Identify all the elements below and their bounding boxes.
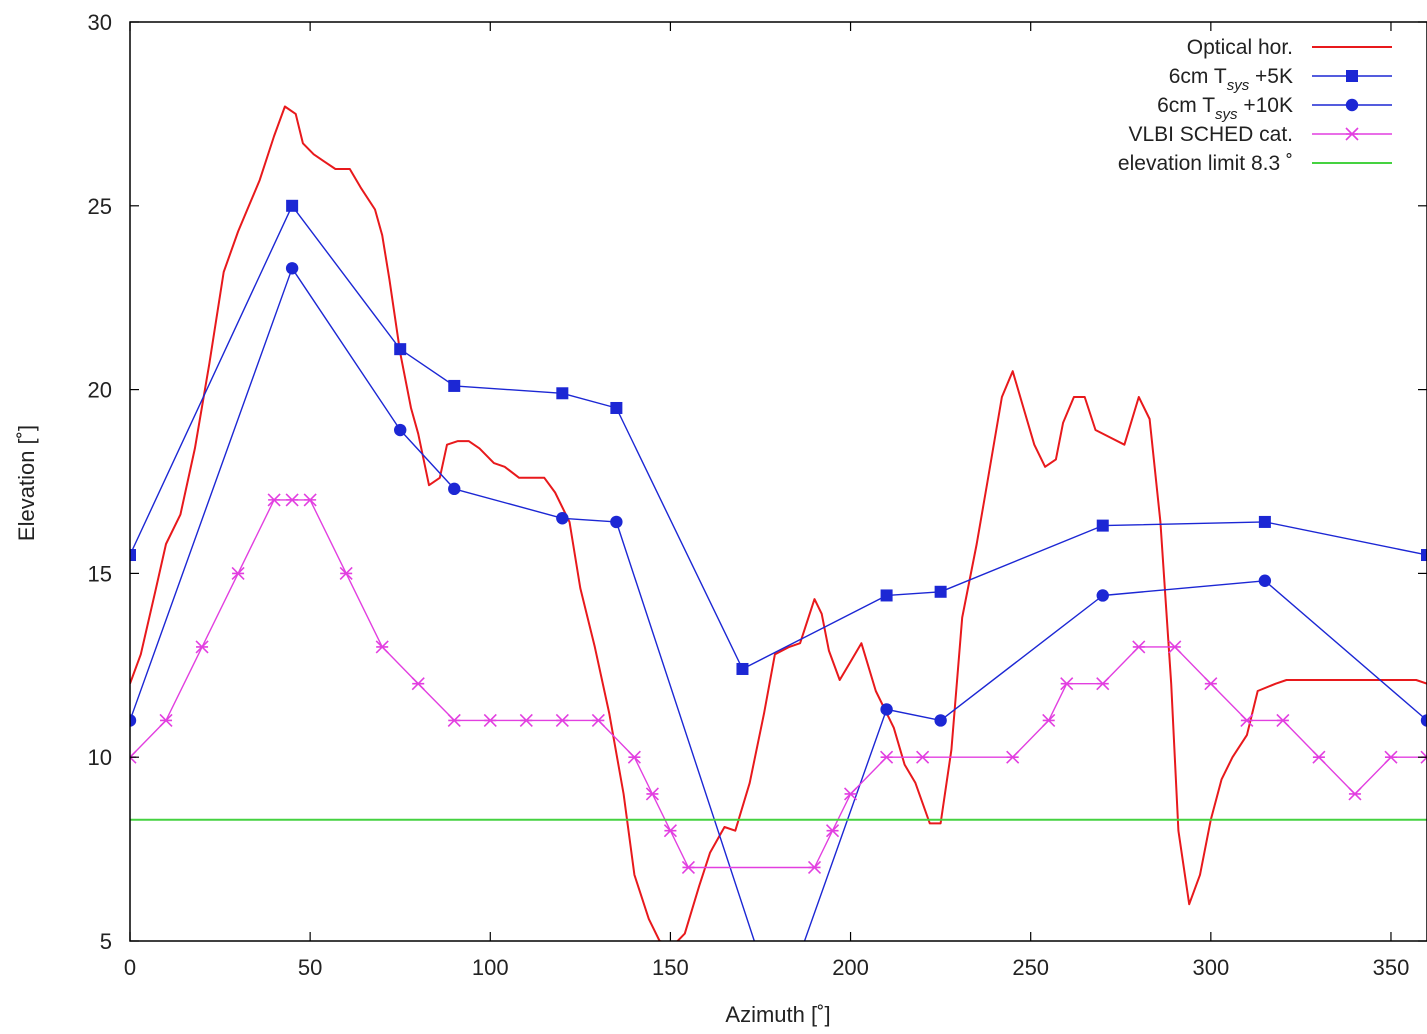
series-tsys10 <box>130 262 1427 941</box>
data-point-vlbi <box>627 750 641 764</box>
data-point-vlbi <box>1204 677 1218 691</box>
y-tick-label: 20 <box>88 378 112 403</box>
series-line-vlbi <box>130 499 1427 869</box>
data-point-tsys5 <box>736 662 749 675</box>
legend-label-tsys5: 6cm Tsys +5K <box>1169 65 1293 94</box>
series-line-optical <box>130 105 1427 941</box>
data-point-tsys5 <box>448 379 461 392</box>
data-point-vlbi <box>447 713 461 728</box>
data-point-tsys10 <box>1420 714 1427 727</box>
x-tick-label: 150 <box>652 955 689 980</box>
x-tick-label: 0 <box>124 955 136 980</box>
data-point-tsys5 <box>556 387 569 400</box>
data-point-tsys10 <box>556 512 569 525</box>
data-point-tsys5 <box>1421 549 1427 562</box>
data-point-vlbi <box>519 713 533 728</box>
legend-label-elev: elevation limit 8.3 ˚ <box>1118 152 1293 175</box>
data-point-vlbi <box>159 713 173 728</box>
data-point-vlbi <box>1312 750 1326 764</box>
data-point-vlbi <box>880 750 894 764</box>
x-tick-label: 250 <box>1012 955 1049 980</box>
data-point-tsys10 <box>1096 589 1109 602</box>
data-point-tsys10 <box>1258 574 1272 587</box>
data-point-vlbi <box>1042 713 1056 728</box>
x-tick-label: 300 <box>1192 955 1229 980</box>
data-point-tsys5 <box>880 589 893 602</box>
data-point-vlbi <box>1384 750 1398 764</box>
data-point-tsys10 <box>285 262 299 275</box>
legend-label-vlbi: VLBI SCHED cat. <box>1128 123 1293 146</box>
x-tick-label: 200 <box>832 955 869 980</box>
data-point-tsys10 <box>448 482 461 496</box>
data-point-vlbi <box>916 750 930 764</box>
data-point-vlbi <box>1168 640 1182 654</box>
data-point-tsys5 <box>934 585 947 598</box>
data-point-vlbi <box>681 860 695 875</box>
series-line-tsys5 <box>130 205 1427 670</box>
axis-ticks: 0 50 100 150 200 250 300 350 5 10 15 20 25 30 <box>88 10 1427 980</box>
legend-marker-tsys10 <box>1345 98 1359 112</box>
y-tick-label: 25 <box>88 194 112 219</box>
data-point-vlbi <box>375 640 389 654</box>
data-point-tsys5 <box>1096 519 1109 532</box>
data-point-tsys10 <box>934 714 947 727</box>
data-point-tsys10 <box>130 714 137 727</box>
data-point-tsys5 <box>394 343 407 356</box>
data-point-vlbi <box>663 824 677 838</box>
data-point-tsys5 <box>286 199 299 212</box>
data-point-vlbi <box>645 787 659 801</box>
legend-marker-tsys5 <box>1346 70 1358 82</box>
y-tick-label: 15 <box>88 561 112 586</box>
data-point-vlbi <box>807 860 822 875</box>
data-point-vlbi <box>339 566 353 580</box>
data-point-tsys5 <box>1258 515 1271 528</box>
plot-frame <box>129 21 1427 942</box>
data-point-vlbi <box>411 677 425 691</box>
y-axis-title: Elevation [˚] <box>14 425 39 541</box>
data-point-vlbi <box>303 493 317 507</box>
data-point-tsys10 <box>880 703 893 716</box>
data-point-vlbi <box>555 713 569 728</box>
data-point-vlbi <box>825 824 840 838</box>
y-tick-label: 30 <box>88 10 112 35</box>
legend-label-optical: Optical hor. <box>1187 36 1293 59</box>
x-tick-label: 350 <box>1373 955 1410 980</box>
data-point-vlbi <box>285 493 299 507</box>
data-point-tsys5 <box>610 401 623 414</box>
series-optical <box>130 105 1427 941</box>
y-tick-label: 5 <box>100 929 112 954</box>
y-tick-label: 10 <box>88 745 112 770</box>
data-point-vlbi <box>267 493 281 507</box>
data-point-vlbi <box>1096 677 1110 691</box>
data-point-vlbi <box>1276 713 1290 728</box>
legend-marker-vlbi <box>1345 127 1359 141</box>
series-vlbi <box>130 493 1427 875</box>
data-point-vlbi <box>231 566 245 580</box>
series-tsys5 <box>130 199 1427 675</box>
data-point-vlbi <box>483 713 497 728</box>
data-point-vlbi <box>195 640 209 654</box>
series-line-tsys10 <box>130 267 1427 941</box>
data-point-vlbi <box>1060 677 1074 691</box>
legend-label-tsys10: 6cm Tsys +10K <box>1157 94 1293 123</box>
data-point-vlbi <box>843 787 858 801</box>
x-axis-title: Azimuth [˚] <box>725 1002 830 1027</box>
data-point-vlbi <box>591 713 605 728</box>
data-point-vlbi <box>1132 640 1146 654</box>
data-point-vlbi <box>1240 713 1254 728</box>
data-point-tsys10 <box>610 515 623 529</box>
data-point-vlbi <box>1348 787 1362 801</box>
plot-area <box>130 105 1427 941</box>
x-tick-label: 50 <box>298 955 322 980</box>
data-point-tsys5 <box>130 549 136 562</box>
x-tick-label: 100 <box>472 955 509 980</box>
data-point-vlbi <box>1006 750 1020 764</box>
data-point-tsys10 <box>394 423 407 437</box>
